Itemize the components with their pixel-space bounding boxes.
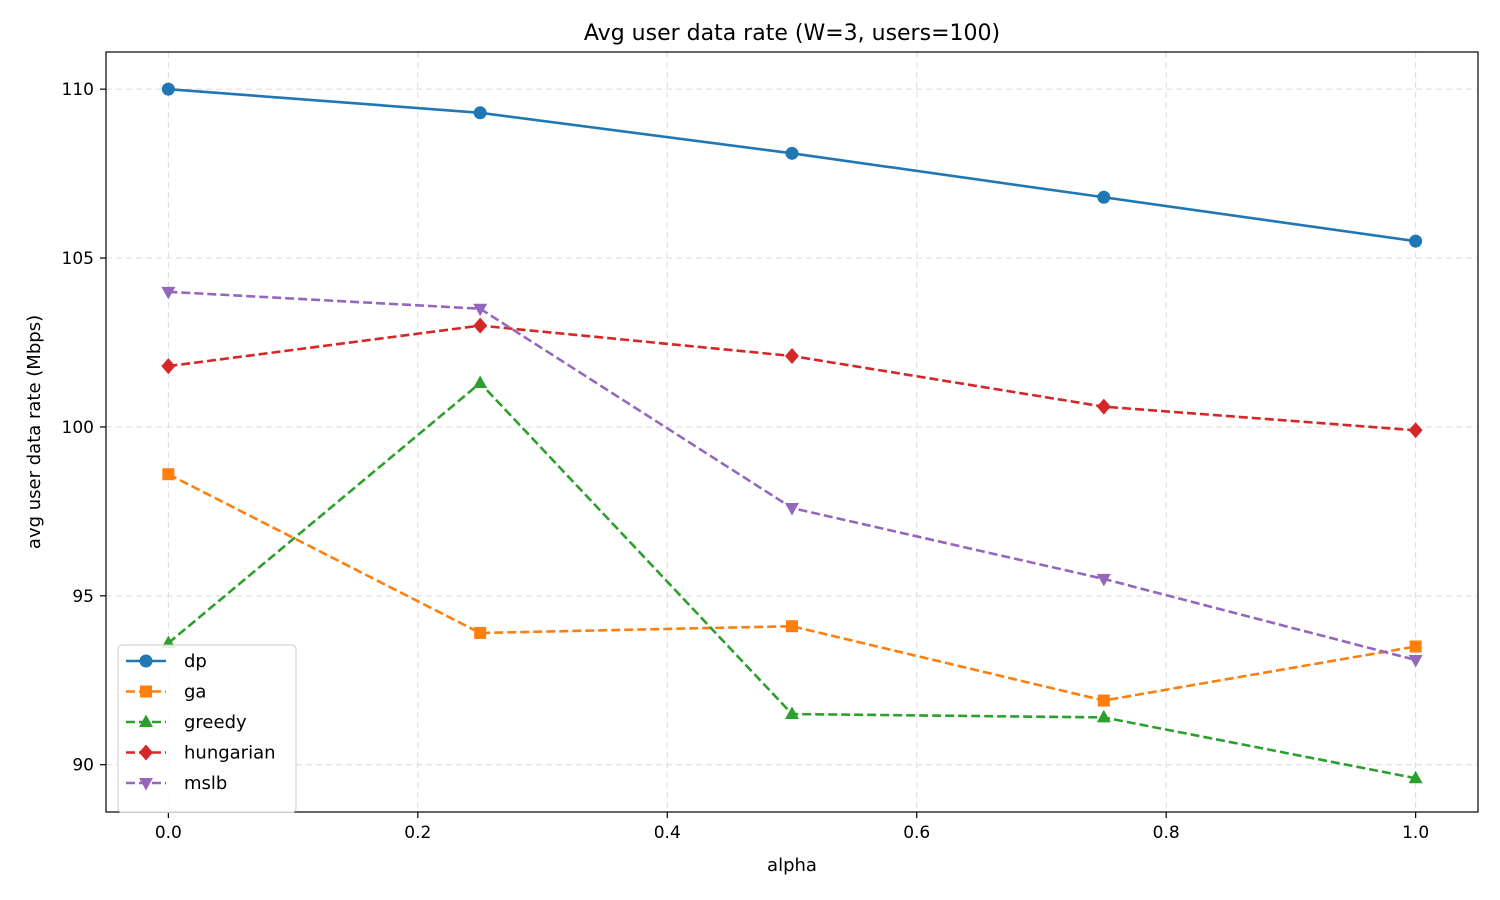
- data-point-mslb-2: [785, 503, 799, 516]
- legend-entry-mslb: mslb: [126, 773, 227, 794]
- data-point-hungarian-3: [1096, 398, 1111, 415]
- series-line-ga: [167, 473, 1416, 702]
- y-tick-label-95: 95: [72, 587, 94, 607]
- data-point-hungarian-4: [1408, 422, 1423, 439]
- legend-box: [117, 644, 297, 813]
- legend-label-greedy: greedy: [184, 712, 247, 733]
- legend-label-ga: ga: [184, 682, 206, 703]
- x-tick-label-0-2: 0.2: [404, 823, 431, 843]
- legend-entry-greedy: greedy: [126, 712, 247, 733]
- series-dp: [161, 82, 1423, 248]
- legend-entry-ga: ga: [126, 682, 206, 703]
- legend-marker-mslb: [139, 778, 153, 791]
- data-point-ga-2: [786, 620, 798, 633]
- data-point-ga-1: [474, 626, 487, 639]
- series-hungarian: [161, 317, 1423, 439]
- data-point-ga-0: [162, 468, 175, 481]
- data-point-mslb-0: [161, 286, 176, 300]
- data-point-hungarian-1: [473, 317, 488, 334]
- legend-marker-dp: [139, 654, 153, 668]
- x-axis-label: alpha: [767, 855, 817, 876]
- data-point-greedy-4: [1408, 770, 1423, 784]
- data-point-greedy-2: [785, 706, 799, 720]
- data-point-dp-4: [1409, 234, 1423, 248]
- data-point-dp-3: [1097, 190, 1111, 204]
- legend-entry-dp: dp: [126, 651, 207, 672]
- data-point-dp-1: [473, 106, 487, 120]
- grid: [106, 52, 1478, 812]
- x-tick-label-0-0: 0.0: [155, 823, 182, 843]
- data-point-greedy-1: [473, 375, 488, 389]
- legend-entry-hungarian: hungarian: [126, 743, 276, 764]
- legend-label-hungarian: hungarian: [184, 743, 276, 764]
- y-axis-label: avg user data rate (Mbps): [24, 315, 45, 549]
- y-tick-label-110: 110: [62, 80, 94, 100]
- data-point-ga-4: [1409, 640, 1422, 653]
- data-point-dp-0: [161, 82, 175, 96]
- legend-marker-ga: [140, 685, 152, 698]
- data-point-greedy-3: [1096, 709, 1111, 723]
- series-layer: [161, 82, 1423, 784]
- x-tick-label-0-8: 0.8: [1153, 823, 1180, 843]
- data-point-mslb-4: [1408, 655, 1423, 668]
- data-point-hungarian-2: [785, 348, 799, 364]
- data-point-dp-2: [785, 146, 799, 160]
- data-point-hungarian-0: [161, 358, 176, 375]
- legend-marker-greedy: [139, 714, 153, 727]
- x-tick-label-1-0: 1.0: [1402, 823, 1429, 843]
- y-tick-label-90: 90: [72, 756, 94, 776]
- axis-ticks: 0.0 0.2 0.4 0.6 0.8 1.0 90 95 100 105 110: [62, 80, 1430, 843]
- series-mslb: [161, 286, 1423, 668]
- series-ga: [162, 468, 1422, 707]
- x-tick-label-0-4: 0.4: [654, 823, 681, 843]
- data-point-mslb-1: [473, 303, 488, 317]
- y-tick-label-100: 100: [62, 418, 94, 438]
- legend-marker-hungarian: [139, 744, 153, 761]
- y-tick-label-105: 105: [62, 249, 94, 269]
- legend: dp ga greedy hungarian mslb: [117, 644, 297, 813]
- plot-frame: [105, 51, 1479, 813]
- data-point-mslb-3: [1096, 573, 1111, 587]
- legend-label-mslb: mslb: [184, 773, 227, 794]
- chart-title: Avg user data rate (W=3, users=100): [584, 21, 1000, 46]
- data-point-ga-3: [1097, 694, 1110, 707]
- legend-label-dp: dp: [184, 651, 207, 672]
- x-tick-label-0-6: 0.6: [903, 823, 930, 843]
